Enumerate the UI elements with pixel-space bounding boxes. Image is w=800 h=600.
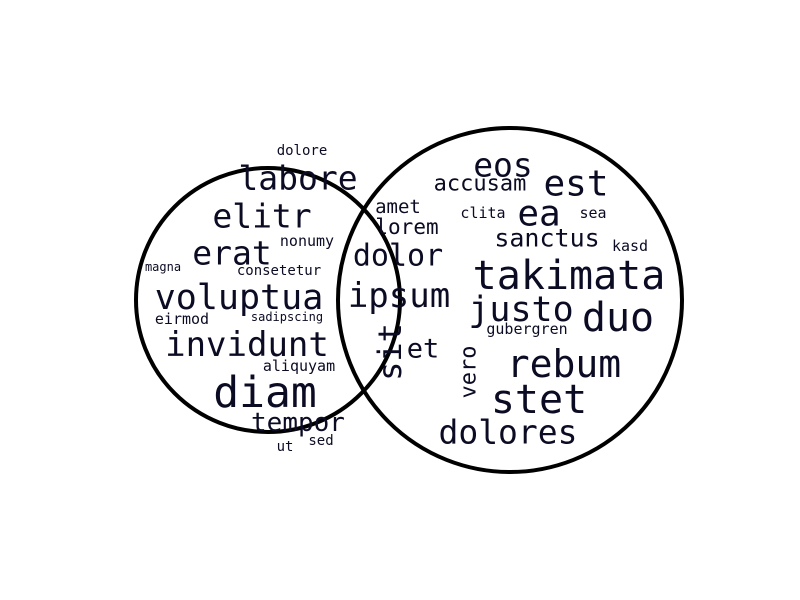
right-word-clita: clita: [460, 204, 505, 222]
right-set-circle: [336, 126, 684, 474]
right-word-ea: ea: [517, 194, 560, 235]
left-word-erat: erat: [192, 234, 271, 273]
left-set-circle: [134, 166, 402, 434]
right-word-est: est: [543, 164, 608, 205]
left-word-consetetur: consetetur: [237, 263, 321, 279]
left-word-voluptua: voluptua: [155, 278, 324, 318]
right-word-kasd: kasd: [612, 237, 648, 255]
right-word-accusam: accusam: [434, 172, 527, 197]
left-word-sadipscing: sadipscing: [251, 310, 323, 324]
right-word-vero: vero: [457, 346, 482, 399]
left-word-magna: magna: [145, 260, 181, 274]
right-word-stet: stet: [491, 377, 587, 423]
right-word-eos: eos: [473, 146, 533, 185]
right-word-justo: justo: [468, 290, 573, 330]
left-word-eirmod: eirmod: [155, 310, 209, 328]
right-word-rebum: rebum: [507, 342, 621, 386]
overlap-word-sit: sit: [371, 323, 409, 381]
overlap-word-et: et: [407, 334, 440, 365]
left-word-aliquyam: aliquyam: [263, 357, 335, 375]
right-word-sanctus: sanctus: [494, 224, 599, 253]
left-word-tempor: tempor: [251, 408, 345, 438]
left-word-sed: sed: [308, 433, 333, 449]
right-word-dolores: dolores: [438, 413, 577, 452]
overlap-word-amet: amet: [375, 196, 421, 218]
right-word-gubergren: gubergren: [486, 320, 567, 338]
right-word-duo: duo: [582, 295, 654, 341]
right-word-sea: sea: [579, 204, 606, 222]
right-word-takimata: takimata: [473, 253, 666, 299]
left-word-elitr: elitr: [212, 197, 311, 236]
overlap-word-dolor: dolor: [353, 239, 443, 274]
overlap-word-lorem: lorem: [375, 215, 438, 239]
left-word-diam: diam: [213, 368, 317, 418]
left-word-dolore: dolore: [277, 143, 328, 159]
overlap-word-ipsum: ipsum: [348, 276, 450, 316]
left-word-invidunt: invidunt: [165, 325, 329, 365]
left-word-ut: ut: [277, 439, 294, 455]
left-word-nonumy: nonumy: [280, 232, 334, 250]
left-word-labore: labore: [238, 159, 357, 198]
